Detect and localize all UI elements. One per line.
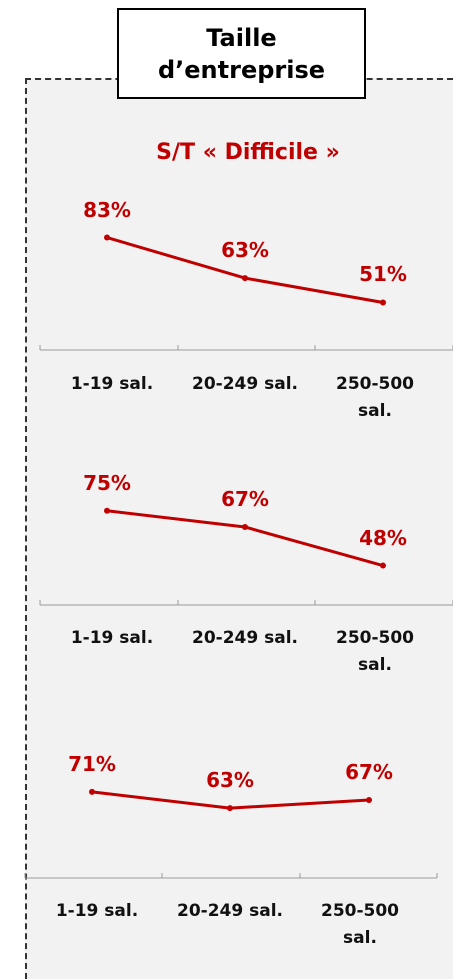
point — [104, 234, 110, 241]
x-tick-label: 20-249 sal. — [192, 628, 298, 648]
point — [89, 788, 95, 795]
panel — [25, 78, 453, 979]
value-label: 83% — [83, 197, 131, 222]
x-tick-label: 1-19 sal. — [55, 901, 139, 921]
line — [106, 509, 384, 568]
x-tick-label: 250-500 sal. — [320, 901, 400, 948]
x-tick-label: 20-249 sal. — [177, 901, 283, 921]
title: Taille d’entreprise — [157, 23, 326, 84]
point — [366, 796, 372, 803]
value-label: 71% — [68, 751, 116, 776]
point — [380, 299, 386, 306]
subtitle: S/T « Difficile » — [156, 140, 340, 165]
value-label: 51% — [359, 262, 407, 287]
value-label: 63% — [206, 768, 254, 793]
x-tick-label: 250-500 sal. — [335, 374, 415, 421]
point — [242, 275, 248, 282]
x-tick-label: 20-249 sal. — [192, 374, 298, 394]
title-box: Taille d’entreprise — [117, 8, 366, 99]
point — [380, 562, 386, 569]
value-label: 67% — [221, 486, 269, 511]
value-label: 75% — [83, 470, 131, 495]
point — [242, 523, 248, 530]
point — [104, 507, 110, 514]
value-label: 67% — [345, 759, 393, 784]
point — [227, 805, 233, 812]
x-tick-label: 250-500 sal. — [335, 628, 415, 675]
value-label: 63% — [221, 238, 269, 263]
value-label: 48% — [359, 525, 407, 550]
x-tick-label: 1-19 sal. — [70, 374, 154, 394]
x-tick-label: 1-19 sal. — [70, 628, 154, 648]
